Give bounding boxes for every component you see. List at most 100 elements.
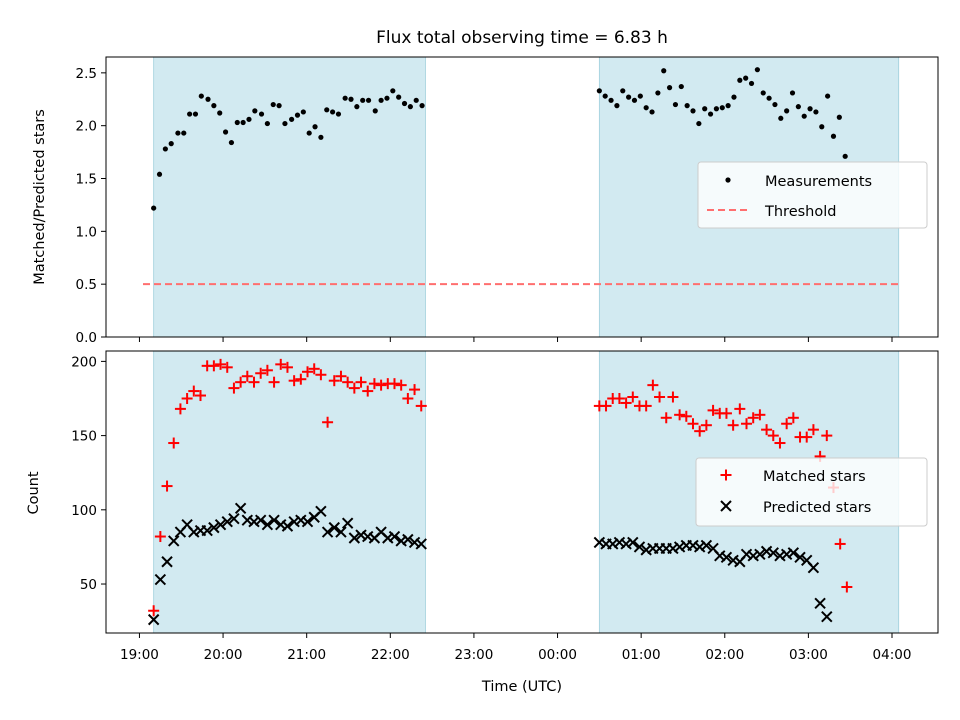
matched-star-marker [148,605,160,617]
predicted-star-marker [268,514,280,526]
matched-star-marker [774,437,786,449]
matched-star-marker [161,480,173,492]
measurement-point [626,94,632,100]
measurement-point [672,101,679,108]
x-tick-label: 20:00 [204,647,243,663]
matched-star-marker [674,409,686,421]
measurement-point [289,116,295,122]
predicted-star-marker-b [794,551,806,564]
y-tick-label: 0.0 [76,330,97,346]
predicted-star-marker [348,532,361,544]
matched-star-marker [261,364,273,376]
predicted-star-marker [408,536,421,549]
measurement-point [151,205,157,211]
predicted-star-marker-b [700,539,713,552]
matched-star-marker [761,424,773,436]
x-tick-label: 19:00 [120,647,159,663]
measurement-point [743,75,749,81]
predicted-star-marker [301,515,314,528]
measurement-point [801,113,807,119]
matched-star-marker [707,404,719,416]
measurement-point [778,115,784,121]
measurement-point [631,97,638,103]
measurement-point [312,124,318,130]
matched-star-marker [741,418,753,430]
y-tick-label: 100 [71,503,97,519]
predicted-star-marker-b [767,547,779,559]
predicted-star-marker [667,542,679,555]
predicted-star-marker [261,518,274,531]
predicted-star-marker [214,518,227,531]
measurement-point [620,88,626,94]
predicted-star-marker [720,551,733,564]
matched-star-marker [188,385,200,397]
predicted-star-marker-b [321,526,334,538]
y-tick-label: 1.0 [76,224,97,240]
matched-star-marker [821,430,833,442]
predicted-star-marker [640,544,652,556]
y-tick-label: 50 [80,577,97,593]
predicted-stars-series [147,502,833,626]
predicted-star-marker-b [814,597,826,610]
measurement-point [795,104,801,110]
measurement-point [270,101,276,108]
matched-star-marker [613,392,625,404]
predicted-star-marker [281,520,294,532]
predicted-star-marker-b [362,530,374,543]
matched-star-marker [700,419,712,431]
measurement-point [156,171,163,177]
predicted-star-marker-b [593,536,606,549]
measurement-point [294,112,301,118]
matched-star-marker [600,400,612,412]
ratio-panel-frame [105,56,939,338]
predicted-star-marker-b [275,518,287,531]
measurement-point [719,105,725,111]
measurement-point [684,103,690,109]
predicted-star-marker [295,514,307,526]
x-tick-label: 01:00 [622,647,661,663]
predicted-star-marker-b [234,502,247,515]
matched-star-marker [680,410,692,422]
legend-threshold-label: Threshold [764,204,836,220]
predicted-star-marker-b [801,554,813,566]
measurement-point [401,100,408,107]
measurement-point [807,106,813,112]
measurement-point [690,108,696,114]
matched-star-marker [767,430,779,442]
measurement-point [407,104,413,110]
matched-star-marker [640,400,652,412]
y-tick-label: 1.5 [76,172,97,188]
matched-star-marker [620,397,632,409]
measurement-point [348,96,354,102]
measurement-point [830,133,837,139]
top-shaded-windows [153,56,900,338]
ratio-legend: Measurements Threshold [697,161,928,229]
measurement-point [696,120,702,127]
predicted-star-marker [687,539,699,552]
predicted-star-marker [607,538,619,550]
predicted-star-marker [787,547,800,559]
predicted-star-marker-b [348,532,361,544]
predicted-star-marker [700,539,713,552]
predicted-star-marker-b [241,514,254,526]
predicted-star-marker-b [807,561,820,574]
measurement-point [217,110,223,116]
counts-panel: 50 100 150 200 19:00 20:00 21:00 22:00 23:00 00:… [26,350,939,695]
matched-star-marker [255,367,267,379]
matched-star-marker [362,385,374,397]
measurement-point [335,111,342,117]
measurement-point [300,109,306,115]
measurement-point [354,104,360,110]
measurement-point [655,90,661,96]
predicted-star-marker [740,548,753,561]
measurement-point [637,93,643,99]
predicted-star-marker [208,521,220,534]
predicted-star-marker [315,505,327,518]
predicted-star-marker [288,515,300,528]
predicted-star-marker-b [687,539,699,552]
predicted-star-marker [228,513,240,525]
measurement-point [643,105,649,111]
predicted-star-marker-b [620,538,632,550]
predicted-star-marker [275,518,287,531]
